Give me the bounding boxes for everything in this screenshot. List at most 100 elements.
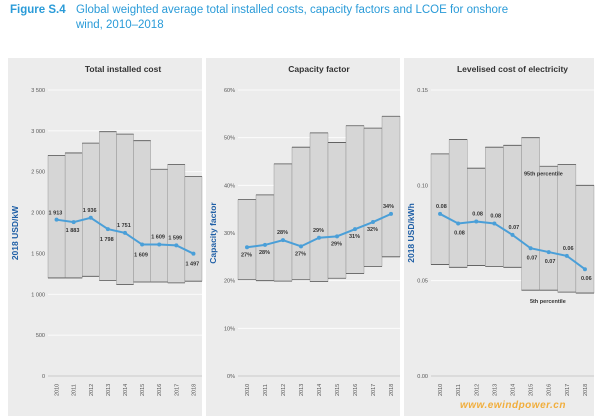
installed-cost-y-axis-label: 2018 USD/kW bbox=[10, 205, 20, 260]
installed-cost-data-point bbox=[54, 217, 59, 222]
installed-cost-data-point bbox=[88, 215, 93, 220]
capacity-factor-data-point bbox=[335, 234, 339, 239]
capacity-factor-range-bar bbox=[255, 194, 275, 281]
capacity-factor-chart-title: Capacity factor bbox=[288, 64, 350, 74]
installed-cost-data-label: 1 751 bbox=[117, 223, 131, 229]
installed-cost-data-label: 1 913 bbox=[49, 211, 63, 217]
capacity-factor-range-bar bbox=[327, 142, 347, 279]
lcoe-data-point bbox=[456, 221, 461, 226]
installed-cost-data-label: 1 609 bbox=[134, 253, 148, 259]
installed-cost-xtick-label: 2018 bbox=[191, 384, 197, 396]
capacity-factor-xtick-label: 2014 bbox=[317, 384, 323, 396]
installed-cost-data-point bbox=[140, 242, 145, 247]
capacity-factor-data-point bbox=[263, 242, 267, 247]
lcoe-ytick-label: 0.15 bbox=[417, 88, 428, 94]
installed-cost-ytick-label: 0 bbox=[42, 374, 45, 380]
installed-cost-range-bar bbox=[116, 133, 134, 285]
capacity-factor-data-label: 29% bbox=[331, 241, 342, 247]
capacity-factor-xtick-label: 2012 bbox=[281, 384, 287, 396]
lcoe-ytick-label: 0.05 bbox=[417, 279, 428, 285]
installed-cost-data-point bbox=[105, 227, 110, 232]
lcoe-xtick-label: 2012 bbox=[474, 384, 480, 396]
capacity-factor-ytick-label: 0% bbox=[227, 374, 235, 380]
capacity-factor-data-point bbox=[317, 235, 321, 240]
capacity-factor-ytick-label: 10% bbox=[224, 326, 235, 332]
installed-cost-ytick-label: 3 500 bbox=[31, 88, 45, 94]
capacity-factor-ytick-label: 20% bbox=[224, 279, 235, 285]
lcoe-ytick-label: 0.10 bbox=[417, 183, 428, 189]
lcoe-data-label: 0.06 bbox=[563, 246, 574, 252]
lcoe-xtick-label: 2016 bbox=[547, 384, 553, 396]
capacity-factor-range-bar bbox=[363, 127, 383, 267]
lcoe-data-point bbox=[546, 250, 551, 255]
installed-cost-range-bar bbox=[167, 164, 186, 284]
installed-cost-ytick-label: 500 bbox=[36, 333, 45, 339]
installed-cost-data-point bbox=[174, 243, 179, 248]
capacity-factor-xtick-label: 2011 bbox=[263, 384, 269, 396]
capacity-factor-y-axis-label: Capacity factor bbox=[208, 202, 218, 264]
capacity-factor-range-bar bbox=[273, 163, 293, 282]
capacity-factor-ytick-label: 30% bbox=[224, 231, 235, 237]
installed-cost-range-bar bbox=[133, 140, 151, 283]
capacity-factor-data-point bbox=[281, 238, 285, 243]
panel-total-installed-cost: Total installed cost 0 500 1 000 1 500 2 000 2… bbox=[8, 58, 203, 416]
lcoe-data-label: 0.07 bbox=[509, 225, 520, 231]
capacity-factor-ytick-label: 50% bbox=[224, 136, 235, 142]
capacity-factor-data-point bbox=[371, 220, 375, 225]
capacity-factor-data-point bbox=[353, 227, 357, 232]
capacity-factor-ytick-label: 60% bbox=[224, 88, 235, 94]
lcoe-xtick-label: 2018 bbox=[583, 384, 589, 396]
installed-cost-data-point bbox=[71, 220, 76, 225]
lcoe-data-point bbox=[564, 253, 569, 258]
installed-cost-ytick-label: 2 000 bbox=[31, 211, 45, 217]
figure-title-line-1: Global weighted average total installed … bbox=[76, 4, 509, 16]
installed-cost-data-point bbox=[157, 242, 162, 247]
installed-cost-data-label: 1 599 bbox=[168, 235, 182, 241]
lcoe-data-label: 0.08 bbox=[472, 212, 483, 218]
figure-header: Figure S.4 Global weighted average total… bbox=[10, 4, 590, 34]
lcoe-p95-annotation: 95th percentile bbox=[524, 172, 563, 178]
lcoe-data-point bbox=[582, 267, 587, 272]
capacity-factor-range-bar bbox=[309, 132, 329, 282]
capacity-factor-data-label: 29% bbox=[313, 228, 324, 234]
capacity-factor-data-label: 34% bbox=[383, 204, 394, 210]
installed-cost-data-label: 1 497 bbox=[185, 262, 199, 268]
panel-capacity-factor: Capacity factor 0% 10% 20% 30% 40% 50% 60% Capac… bbox=[206, 58, 401, 416]
installed-cost-ytick-label: 1 000 bbox=[31, 292, 45, 298]
lcoe-xtick-label: 2015 bbox=[529, 384, 535, 396]
lcoe-data-point bbox=[510, 232, 515, 237]
lcoe-xtick-label: 2013 bbox=[492, 384, 498, 396]
capacity-factor-range-bar bbox=[291, 146, 311, 280]
lcoe-range-bar bbox=[521, 137, 540, 291]
installed-cost-xtick-label: 2013 bbox=[106, 384, 112, 396]
lcoe-ytick-label: 0.00 bbox=[417, 374, 428, 380]
capacity-factor-xtick-label: 2017 bbox=[371, 384, 377, 396]
installed-cost-xtick-label: 2011 bbox=[72, 384, 78, 396]
installed-cost-ytick-label: 2 500 bbox=[31, 170, 45, 176]
watermark-text: www.ewindpower.cn bbox=[460, 400, 566, 411]
installed-cost-data-label: 1 936 bbox=[83, 208, 97, 214]
lcoe-data-point bbox=[474, 219, 479, 224]
installed-cost-xtick-label: 2014 bbox=[123, 384, 129, 396]
installed-cost-range-bar bbox=[64, 152, 83, 279]
installed-cost-ytick-label: 3 000 bbox=[31, 129, 45, 135]
lcoe-y-axis-label: 2018 USD/kWh bbox=[406, 203, 416, 263]
installed-cost-ytick-label: 1 500 bbox=[31, 251, 45, 257]
capacity-factor-data-point bbox=[245, 245, 249, 250]
capacity-factor-data-label: 32% bbox=[367, 227, 378, 233]
lcoe-data-label: 0.06 bbox=[581, 276, 592, 282]
lcoe-data-label: 0.07 bbox=[527, 255, 538, 261]
chart-lcoe: Levelised cost of electricity 0.00 0.05 0.1… bbox=[406, 64, 595, 396]
lcoe-range-bar bbox=[557, 164, 577, 293]
capacity-factor-data-label: 28% bbox=[259, 250, 270, 256]
lcoe-data-point bbox=[438, 211, 443, 216]
lcoe-data-label: 0.08 bbox=[454, 230, 465, 236]
installed-cost-data-point bbox=[123, 230, 127, 235]
installed-cost-data-label: 1 883 bbox=[66, 228, 80, 234]
lcoe-range-bar bbox=[539, 166, 558, 291]
installed-cost-data-label: 1 798 bbox=[100, 237, 114, 243]
capacity-factor-xtick-label: 2016 bbox=[353, 384, 359, 396]
installed-cost-xtick-label: 2012 bbox=[89, 384, 95, 396]
installed-cost-data-point bbox=[191, 251, 196, 256]
capacity-factor-range-bar bbox=[237, 199, 257, 280]
